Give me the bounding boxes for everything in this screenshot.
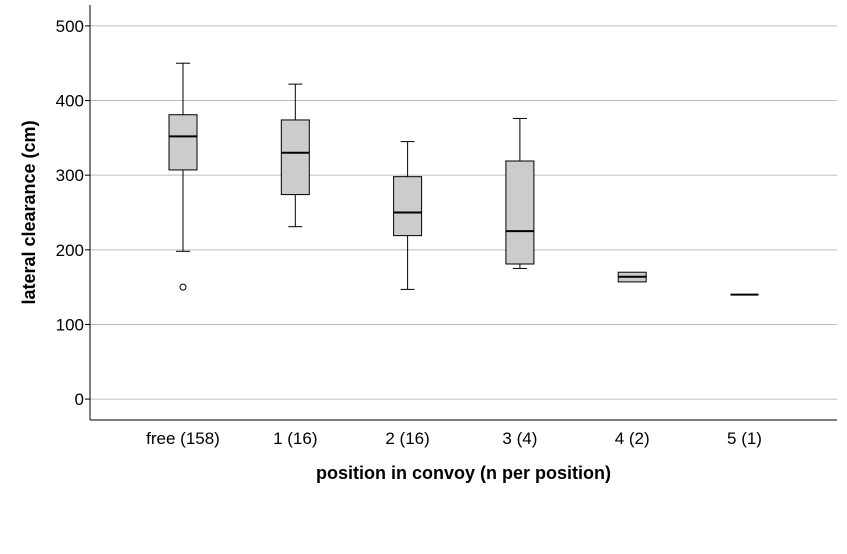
- x-tick-label: 1 (16): [273, 429, 317, 448]
- box-group: [393, 141, 423, 290]
- y-tick-label: 100: [56, 315, 84, 334]
- x-tick-label: 2 (16): [385, 429, 429, 448]
- y-tick-labels: 0 100 200 300 400 500: [56, 17, 84, 409]
- iqr-box: [280, 119, 310, 196]
- x-tick-labels: free (158) 1 (16) 2 (16) 3 (4) 4 (2) 5 (1): [146, 429, 762, 448]
- iqr-box: [393, 176, 423, 237]
- x-tick-label: free (158): [146, 429, 220, 448]
- y-tick-label: 400: [56, 92, 84, 111]
- x-tick-label: 3 (4): [502, 429, 537, 448]
- y-tick-label: 300: [56, 166, 84, 185]
- iqr-box: [505, 160, 535, 265]
- axis-layer: [89, 5, 837, 421]
- iqr-box: [168, 114, 198, 171]
- y-tick-label: 200: [56, 241, 84, 260]
- box-group: [280, 83, 310, 228]
- x-axis-title: position in convoy (n per position): [316, 463, 611, 483]
- y-tick-label: 500: [56, 17, 84, 36]
- box-layer: [168, 62, 759, 296]
- box-group: [505, 117, 535, 269]
- box-group: [168, 62, 198, 291]
- x-tick-label: 4 (2): [615, 429, 650, 448]
- box-group: [617, 271, 647, 283]
- outlier-point: [179, 283, 187, 291]
- x-tick-label: 5 (1): [727, 429, 762, 448]
- y-tick-label: 0: [75, 390, 84, 409]
- y-axis-title: lateral clearance (cm): [19, 120, 39, 304]
- grid-layer: [85, 25, 837, 400]
